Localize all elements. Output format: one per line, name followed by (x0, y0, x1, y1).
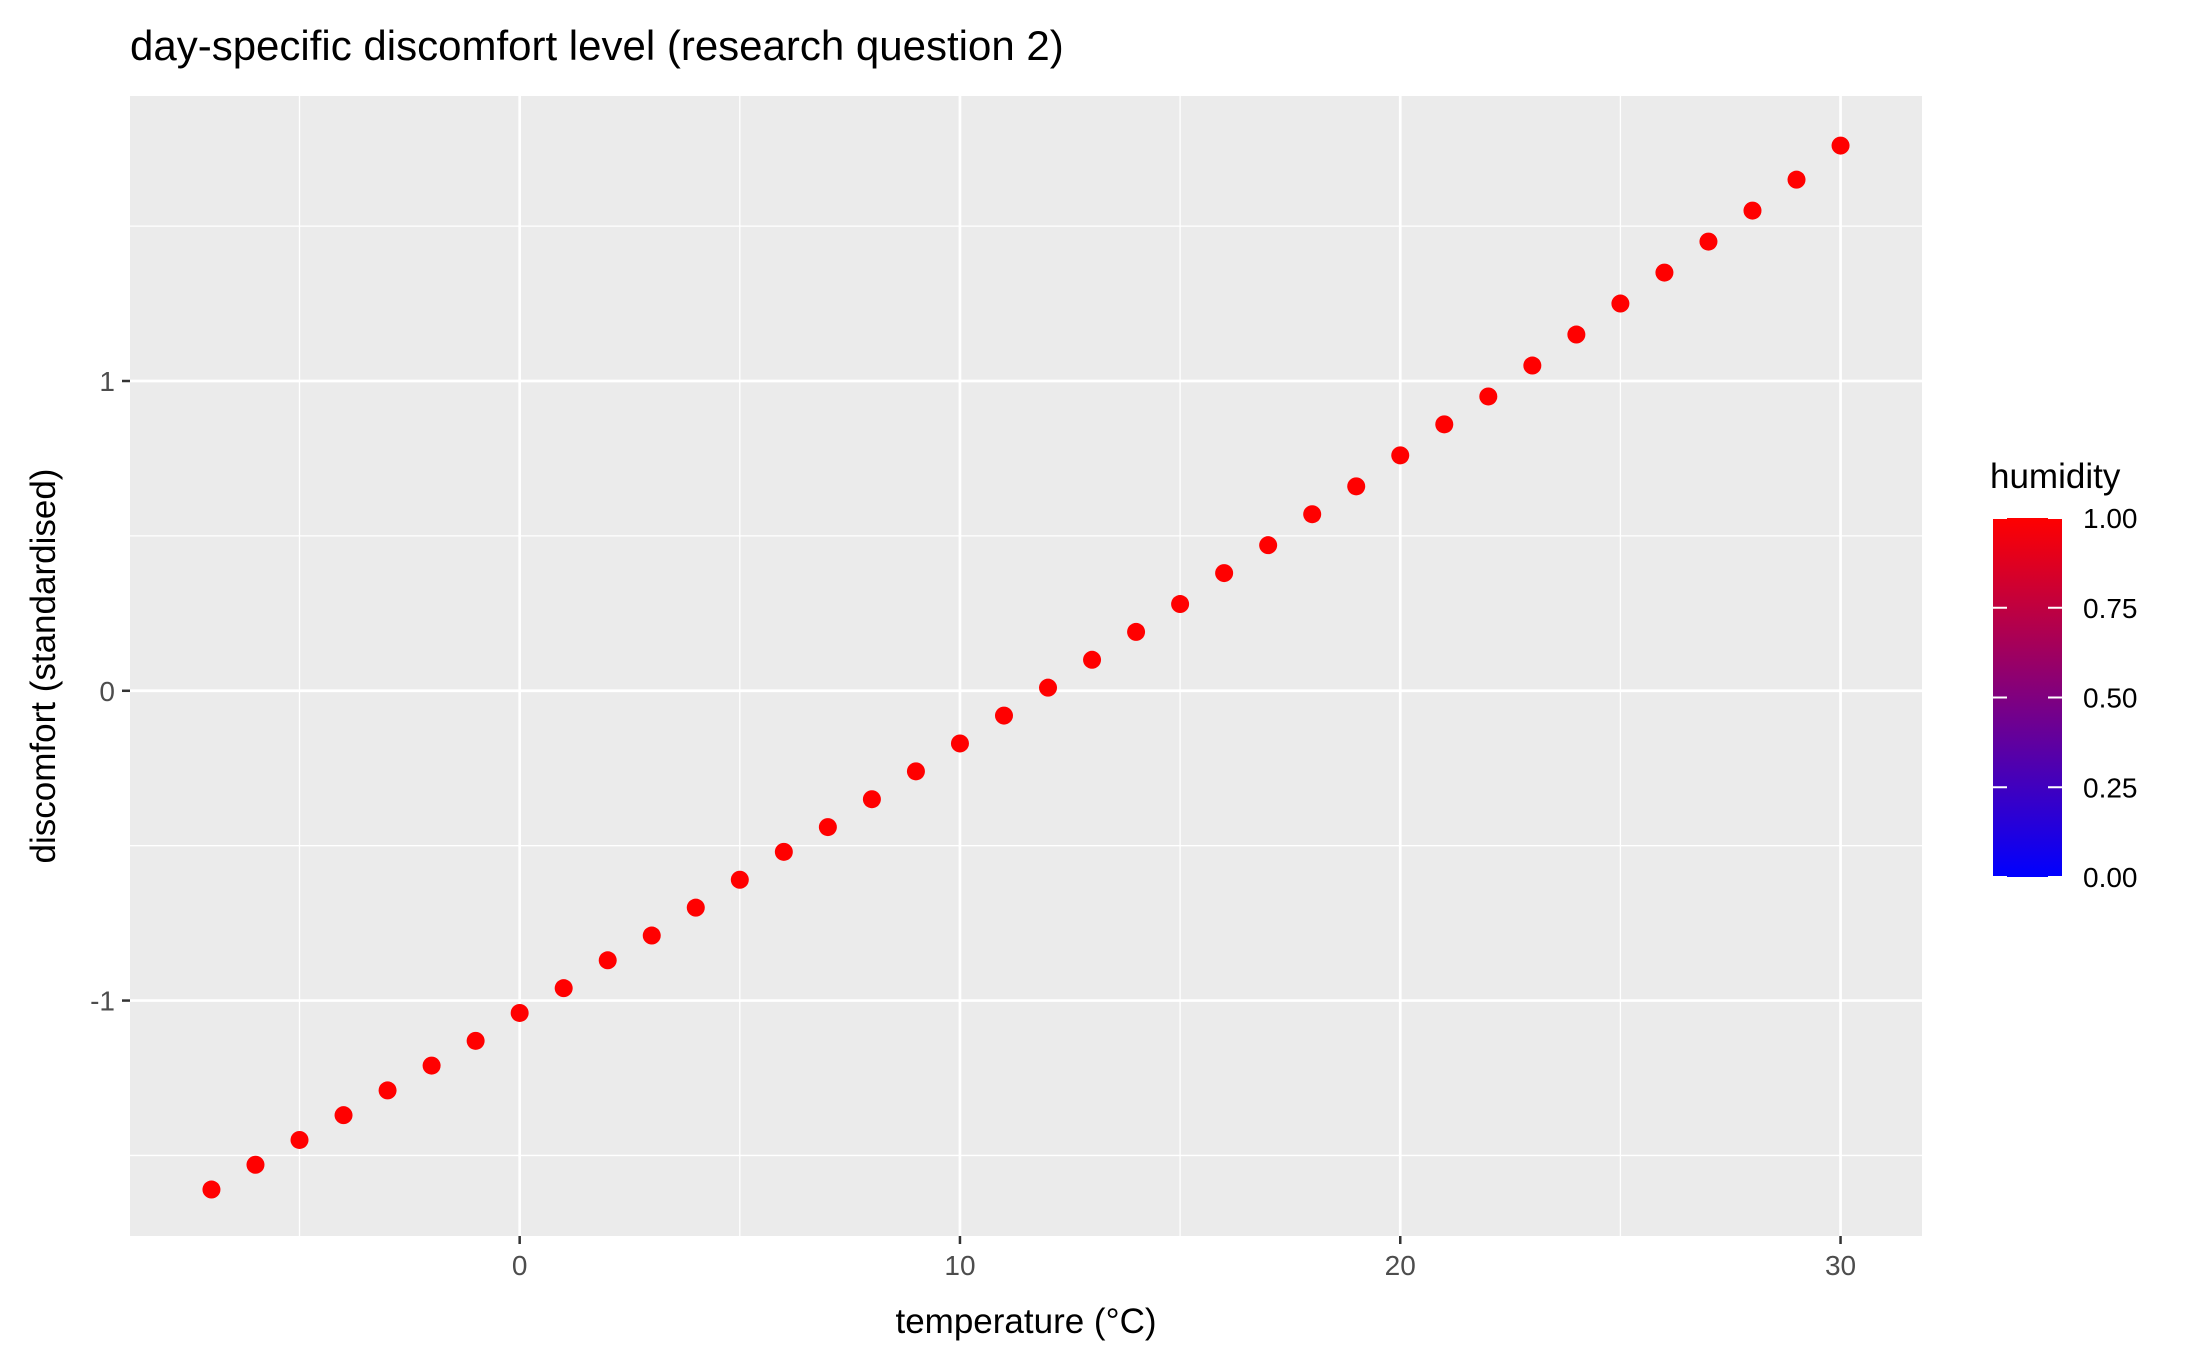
y-axis-title: discomfort (standardised) (24, 469, 63, 864)
data-point (1259, 536, 1278, 555)
data-point (378, 1081, 397, 1100)
major-gridlines (130, 96, 1922, 1236)
x-axis-title: temperature (°C) (895, 1302, 1156, 1341)
data-point (1435, 415, 1454, 434)
data-point (1743, 201, 1762, 220)
data-point (1699, 232, 1718, 251)
data-point (994, 706, 1013, 725)
data-point (1171, 595, 1190, 614)
data-point (1083, 650, 1102, 669)
data-point (1523, 356, 1542, 375)
legend-label: 0.25 (2083, 772, 2138, 803)
data-point (1303, 505, 1322, 524)
x-tick-label: 20 (1385, 1250, 1416, 1281)
data-point (598, 951, 617, 970)
data-point (1479, 387, 1498, 406)
data-point (686, 898, 705, 917)
data-point (334, 1106, 353, 1125)
data-point (1127, 622, 1146, 641)
data-point (818, 818, 837, 837)
y-axis-ticks: -1 0 1 (90, 366, 130, 1017)
data-point (1215, 564, 1234, 583)
legend-ticks: 1.00 0.75 0.50 0.25 0.00 (1993, 503, 2138, 893)
data-points (202, 136, 1850, 1199)
legend-label: 0.75 (2083, 593, 2138, 624)
data-point (774, 842, 793, 861)
minor-gridlines (130, 96, 1922, 1236)
data-point (642, 926, 661, 945)
data-point (466, 1031, 485, 1050)
x-tick-label: 0 (512, 1250, 528, 1281)
data-point (1611, 294, 1630, 313)
y-tick-label: 0 (99, 676, 115, 707)
x-tick-label: 10 (944, 1250, 975, 1281)
data-point (1655, 263, 1674, 282)
data-point (950, 734, 969, 753)
x-tick-label: 30 (1825, 1250, 1856, 1281)
data-point (554, 979, 573, 998)
legend-title: humidity (1990, 457, 2121, 496)
data-point (1831, 136, 1850, 155)
data-point (730, 870, 749, 889)
data-point (1391, 446, 1410, 465)
data-point (1347, 477, 1366, 496)
legend-label: 1.00 (2083, 503, 2138, 534)
data-point (1567, 325, 1586, 344)
data-point (422, 1056, 441, 1075)
legend: humidity 1.00 0.75 0.50 0.25 0.00 (1990, 457, 2138, 893)
chart-title: day-specific discomfort level (research … (130, 22, 1064, 69)
data-point (246, 1155, 265, 1174)
data-point (290, 1130, 309, 1149)
data-point (1787, 170, 1806, 189)
legend-label: 0.50 (2083, 683, 2138, 714)
data-point (906, 762, 925, 781)
plot-panel (130, 96, 1922, 1236)
y-tick-label: 1 (99, 366, 115, 397)
data-point (1039, 678, 1058, 697)
data-point (862, 790, 881, 809)
data-point (510, 1003, 529, 1022)
y-tick-label: -1 (90, 986, 115, 1017)
x-axis-ticks: 0 10 20 30 (512, 1236, 1856, 1281)
legend-label: 0.00 (2083, 862, 2138, 893)
data-point (202, 1180, 221, 1199)
